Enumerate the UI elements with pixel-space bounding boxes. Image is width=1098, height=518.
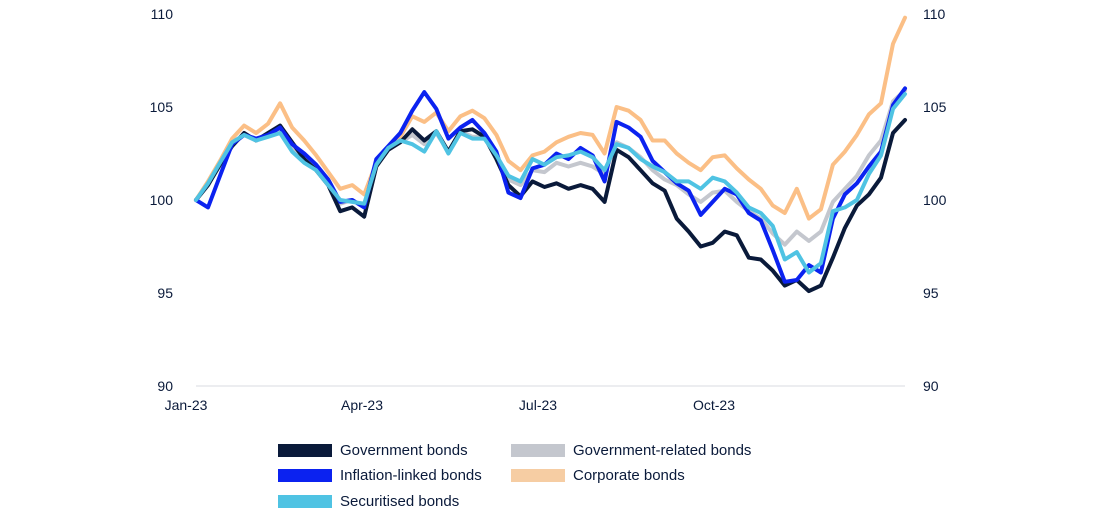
legend-label: Inflation-linked bonds (340, 466, 482, 484)
legend-label: Government bonds (340, 441, 468, 459)
y-tick-label-left: 110 (151, 6, 174, 22)
legend-item-securitised-bonds: Securitised bonds (278, 491, 459, 511)
y-tick-label-right: 105 (923, 99, 947, 115)
y-tick-label-left: 105 (150, 99, 174, 115)
x-tick-label: Oct-23 (693, 397, 735, 413)
legend-label: Securitised bonds (340, 492, 460, 510)
series-line-securitised-bonds (194, 92, 907, 275)
legend-label: Government-related bonds (573, 441, 752, 459)
x-tick-label: Apr-23 (341, 397, 383, 413)
legend-item-corporate-bonds: Corporate bonds (511, 465, 685, 485)
legend-item-inflation-linked-bonds: Inflation-linked bonds (278, 465, 482, 485)
legend-label: Corporate bonds (573, 466, 685, 484)
series-line-government-related-bonds (194, 88, 907, 247)
legend-swatch (511, 468, 565, 482)
y-tick-label-left: 100 (150, 192, 174, 208)
y-tick-label-right: 100 (923, 192, 947, 208)
series-line-corporate-bonds (194, 15, 907, 221)
legend-item-government-related-bonds: Government-related bonds (511, 440, 751, 460)
legend-swatch (278, 494, 332, 508)
x-tick-label: Jan-23 (165, 397, 208, 413)
legend-swatch (278, 443, 332, 457)
line-chart: 90 95 100 105 110 90 95 100 105 110 Jan-23 Apr-23… (150, 6, 947, 413)
legend-item-government-bonds: Government bonds (278, 440, 468, 460)
legend-swatch (278, 468, 332, 482)
y-tick-label-left: 90 (157, 378, 173, 394)
y-tick-label-right: 95 (923, 285, 939, 301)
y-tick-label-left: 95 (157, 285, 173, 301)
legend-swatch (511, 443, 565, 457)
x-tick-label: Jul-23 (519, 397, 557, 413)
y-tick-label-right: 90 (923, 378, 939, 394)
y-tick-label-right: 110 (923, 6, 946, 22)
